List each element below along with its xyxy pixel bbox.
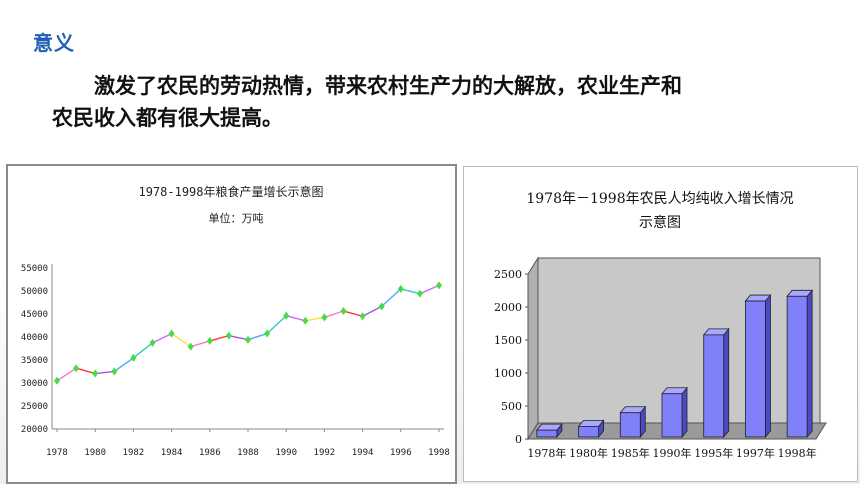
data-point	[416, 289, 423, 298]
x-tick-label: 1990年	[653, 446, 692, 460]
x-tick-label: 1995年	[694, 446, 733, 460]
line-segment	[190, 340, 211, 348]
x-tick-label: 1997年	[736, 446, 775, 460]
x-tick-label: 1980	[84, 448, 106, 458]
line-segment	[228, 334, 249, 341]
line-segment	[362, 305, 383, 317]
x-tick-label: 1980年	[569, 446, 608, 460]
y-tick-label: 2500	[494, 268, 522, 281]
y-tick-label: 2000	[494, 301, 522, 314]
x-tick-label: 1996	[390, 448, 412, 458]
x-tick-label: 1990	[275, 448, 297, 458]
data-point	[302, 316, 309, 325]
chart-title: 1978年－1998年农民人均纯收入增长情况	[526, 191, 793, 207]
data-point	[436, 281, 442, 290]
x-tick-label: 1998年	[778, 446, 817, 460]
x-tick-label: 1992	[314, 448, 336, 458]
x-tick-label: 1985年	[611, 446, 650, 460]
data-point	[111, 367, 118, 376]
line-segment	[171, 333, 192, 348]
data-point	[321, 313, 328, 322]
bar	[702, 327, 730, 439]
line-segment	[75, 367, 96, 375]
paragraph-line-1: 激发了农民的劳动热情，带来农村生产力的大解放，农业生产和	[94, 74, 682, 98]
x-tick-label: 1978	[46, 448, 68, 458]
x-tick-label: 1998	[428, 448, 450, 458]
paragraph-line-2: 农民收入都有很大提高。	[52, 106, 283, 130]
line-segment	[305, 316, 325, 322]
farmer-income-chart-panel: 1978年－1998年农民人均纯收入增长情况 示意图 0 500 1000 1500 2…	[463, 166, 858, 482]
data-point	[359, 312, 366, 321]
y-tick-label: 35000	[21, 356, 48, 366]
data-point	[149, 338, 156, 347]
x-tick-label: 1986	[199, 448, 221, 458]
y-tick-label: 45000	[21, 310, 48, 320]
bar	[619, 405, 647, 439]
line-segment	[247, 332, 268, 341]
bar	[744, 293, 772, 439]
y-tick-label: 0	[515, 433, 522, 446]
grain-output-chart-panel: 1978-1998年粮食产量增长示意图 单位：万吨 20000 25000 3000…	[6, 164, 457, 484]
data-point	[283, 311, 290, 320]
y-tick-label: 50000	[21, 287, 48, 297]
farmer-income-chart: 1978年－1998年农民人均纯收入增长情况 示意图 0 500 1000 1500 2…	[494, 191, 827, 460]
grain-output-chart: 1978-1998年粮食产量增长示意图 单位：万吨 20000 25000 3000…	[21, 184, 450, 458]
data-point	[245, 335, 251, 344]
line-segment	[400, 288, 421, 295]
x-tick-label: 1994	[352, 448, 374, 458]
line-segment	[286, 315, 306, 322]
line-segment	[343, 310, 363, 317]
section-heading: 意义	[33, 31, 75, 55]
data-point	[73, 364, 80, 373]
bar	[786, 289, 814, 439]
line-segment	[113, 357, 134, 373]
y-tick-label: 500	[501, 400, 522, 413]
line-segment	[132, 342, 153, 359]
line-segment	[95, 370, 115, 375]
line-segment	[56, 367, 77, 382]
y-tick-label: 25000	[21, 402, 48, 412]
line-segment	[209, 334, 230, 342]
bar	[577, 419, 605, 439]
line-segment	[152, 333, 172, 344]
chart-unit: 单位：万吨	[209, 211, 264, 225]
bar	[535, 423, 563, 439]
data-point	[206, 336, 213, 345]
line-segment	[419, 284, 440, 295]
line-segment	[266, 315, 287, 335]
line-segment	[324, 310, 344, 319]
data-point	[378, 302, 385, 311]
bar	[661, 386, 688, 439]
x-tick-label: 1982	[123, 448, 145, 458]
y-tick-label: 55000	[21, 264, 48, 274]
y-tick-label: 1000	[494, 367, 522, 380]
data-point	[168, 329, 175, 338]
data-point	[54, 376, 60, 385]
chart-title: 1978-1998年粮食产量增长示意图	[138, 184, 323, 199]
x-tick-label: 1984	[161, 448, 183, 458]
y-tick-label: 30000	[21, 379, 48, 389]
line-segment	[381, 288, 402, 307]
data-point	[264, 329, 271, 338]
y-tick-label: 40000	[21, 333, 48, 343]
x-tick-label: 1978年	[527, 446, 566, 460]
x-tick-label: 1988	[237, 448, 259, 458]
chart-title-line2: 示意图	[639, 214, 681, 231]
significance-paragraph: 激发了农民的劳动热情，带来农村生产力的大解放，农业生产和 农民收入都有很大提高。	[52, 70, 822, 134]
data-point	[225, 331, 232, 340]
chart-side-wall	[527, 256, 539, 441]
data-point	[187, 342, 194, 351]
data-point	[397, 284, 404, 293]
y-tick-label: 20000	[21, 425, 48, 435]
data-point	[130, 353, 137, 362]
y-tick-label: 1500	[494, 334, 522, 347]
data-point	[340, 307, 347, 316]
data-point	[92, 369, 99, 378]
